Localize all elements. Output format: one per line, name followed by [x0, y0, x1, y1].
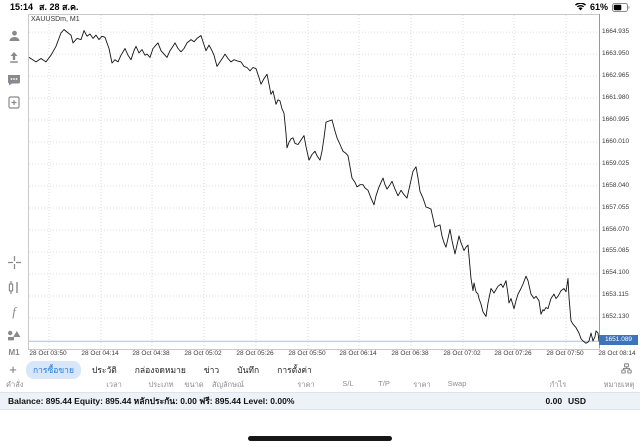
column-header: ราคา [413, 380, 431, 389]
column-header: สัญลักษณ์ [211, 380, 245, 389]
account-summary-text: Balance: 895.44 Equity: 895.44 หลักประกั… [8, 396, 295, 406]
chat-icon[interactable] [0, 70, 28, 90]
column-header: เวลา [106, 380, 122, 389]
battery-percent: 61% [589, 2, 608, 12]
price-chart[interactable] [28, 14, 600, 350]
indicators-icon[interactable]: f [12, 304, 16, 319]
tab-item[interactable]: กล่องจดหมาย [134, 365, 186, 375]
column-header: กำไร [549, 380, 567, 389]
column-header: Swap [447, 379, 467, 388]
chart-canvas [29, 15, 599, 349]
column-header: หมายเหตุ [603, 380, 635, 389]
price-axis-label: 1653.115 [602, 291, 629, 299]
tab-item[interactable]: บันทึก [237, 365, 260, 375]
column-header: ราคา [297, 380, 315, 389]
status-bar: 15:14 ส. 28 ส.ค. 61% [0, 0, 640, 14]
wifi-icon [574, 3, 586, 11]
price-axis-label: 1655.085 [602, 247, 630, 255]
column-header: ขนาด [184, 380, 204, 389]
bottom-tab-bar: + การซื้อขาย ประวัติ กล่องจดหมาย ข่าว บันทึก… [0, 361, 640, 379]
price-axis-label: 1657.055 [602, 203, 630, 211]
trade-table-header: คำสั่ง เวลา ประเภท ขนาด สัญลักษณ์ ราคา S/L T/P ร… [0, 379, 640, 392]
time-axis-label: 28 Oct 07:02 [443, 350, 481, 357]
time-axis-label: 28 Oct 04:38 [132, 350, 170, 357]
add-button[interactable]: + [9, 362, 17, 377]
floating-profit-value: 0.00 [545, 396, 563, 406]
price-axis-label: 1660.010 [602, 137, 630, 145]
tab-item[interactable]: ประวัติ [91, 365, 117, 375]
tab-active[interactable]: การซื้อขาย [26, 361, 81, 379]
price-axis-label: 1656.070 [602, 225, 630, 233]
battery-icon [612, 2, 630, 12]
chart-symbol-label: XAUUSDm, M1 [31, 16, 80, 23]
account-icon[interactable] [0, 26, 28, 46]
price-axis-label: 1654.100 [602, 269, 630, 277]
left-toolbar: f M1 [0, 14, 28, 362]
chart-type-icon[interactable] [0, 277, 28, 297]
price-axis-label: 1663.950 [602, 49, 630, 57]
sort-icon[interactable] [621, 363, 632, 374]
column-header: T/P [378, 379, 390, 388]
new-order-icon[interactable] [0, 92, 28, 112]
time-axis-label: 28 Oct 05:50 [288, 350, 326, 357]
price-alert-icon[interactable] [0, 48, 28, 68]
time-axis-label: 28 Oct 05:02 [184, 350, 222, 357]
column-header: คำสั่ง [6, 380, 24, 389]
time-axis-label: 28 Oct 07:26 [494, 350, 532, 357]
status-date: ส. 28 ส.ค. [39, 2, 79, 12]
account-summary-bar: Balance: 895.44 Equity: 895.44 หลักประกั… [0, 392, 640, 410]
time-axis-label: 28 Oct 06:14 [339, 350, 377, 357]
price-axis-label: 1664.935 [602, 27, 630, 35]
home-indicator[interactable] [248, 436, 392, 441]
time-axis-label: 28 Oct 07:50 [546, 350, 584, 357]
column-header: S/L [342, 379, 354, 388]
clock-time: 15:14 [10, 2, 34, 12]
column-header: ประเภท [148, 380, 174, 389]
time-axis-label: 28 Oct 08:14 [598, 350, 636, 357]
current-price-badge: 1651.089 [599, 335, 638, 346]
crosshair-icon[interactable] [0, 252, 28, 272]
price-axis [599, 14, 640, 348]
price-axis-label: 1658.040 [602, 181, 630, 189]
price-axis-label: 1660.995 [602, 115, 630, 123]
price-axis-label: 1662.965 [602, 71, 630, 79]
account-currency: USD [568, 396, 586, 406]
tab-strip: การซื้อขาย ประวัติ กล่องจดหมาย ข่าว บันทึก กา… [26, 361, 319, 379]
timeframe-button[interactable]: M1 [8, 348, 20, 357]
time-axis-label: 28 Oct 05:26 [236, 350, 274, 357]
objects-icon[interactable] [0, 325, 28, 345]
price-axis-label: 1659.025 [602, 159, 630, 167]
tab-item[interactable]: ข่าว [203, 365, 220, 375]
price-axis-label: 1652.130 [602, 313, 630, 321]
tab-item[interactable]: การตั้งค่า [277, 365, 312, 375]
price-axis-label: 1661.980 [602, 93, 630, 101]
time-axis-label: 28 Oct 04:14 [81, 350, 119, 357]
time-axis-label: 28 Oct 03:50 [29, 350, 67, 357]
time-axis-label: 28 Oct 06:38 [391, 350, 429, 357]
